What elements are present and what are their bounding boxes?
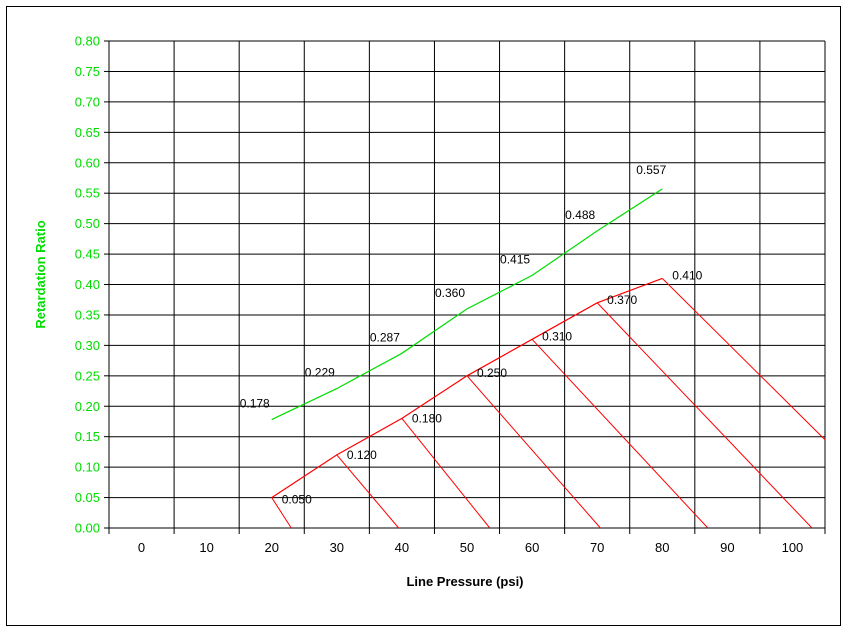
y-axis-title: Retardation Ratio [33, 220, 48, 328]
y-tick-label: 0.70 [75, 94, 100, 109]
hatch-lines [271, 278, 826, 529]
hatch-line [466, 375, 601, 529]
series [271, 188, 663, 499]
hatch-line [336, 454, 400, 529]
hatch-line [596, 302, 813, 529]
red-data-label: 0.250 [477, 366, 507, 380]
x-tick-label: 0 [138, 540, 145, 555]
x-tick-label: 30 [330, 540, 344, 555]
green-data-label: 0.287 [370, 330, 400, 344]
x-tick-label: 20 [264, 540, 278, 555]
y-tick-label: 0.65 [75, 125, 100, 140]
y-tick-label: 0.15 [75, 429, 100, 444]
x-tick-label: 10 [199, 540, 213, 555]
chart-frame: 0.178 0.229 0.287 0.360 0.415 0.488 0.557 0.050… [6, 6, 841, 626]
red-data-label: 0.410 [672, 268, 702, 282]
y-tick-label: 0.05 [75, 490, 100, 505]
x-axis-title: Line Pressure (psi) [406, 574, 523, 589]
x-tick-label: 60 [525, 540, 539, 555]
hatch-line [401, 418, 491, 529]
y-tick-label: 0.20 [75, 399, 100, 414]
hatch-line [271, 497, 292, 529]
green-data-label: 0.229 [305, 366, 335, 380]
green-data-label: 0.557 [636, 163, 666, 177]
data-labels: 0.178 0.229 0.287 0.360 0.415 0.488 0.557 0.050… [240, 163, 703, 507]
tick-labels: 0.00 0.05 0.10 0.15 0.20 0.25 0.30 0.35 0.40 0.45… [75, 34, 804, 556]
green-data-label: 0.488 [565, 208, 595, 222]
green-data-label: 0.415 [500, 252, 530, 266]
grid [108, 40, 826, 529]
x-tick-label: 90 [720, 540, 734, 555]
y-tick-label: 0.80 [75, 34, 100, 49]
red-series-line [271, 277, 663, 499]
red-data-label: 0.310 [542, 329, 572, 343]
x-tick-label: 70 [590, 540, 604, 555]
y-tick-label: 0.55 [75, 186, 100, 201]
hatch-line [531, 338, 709, 529]
y-tick-label: 0.10 [75, 460, 100, 475]
x-tick-label: 40 [395, 540, 409, 555]
retardation-ratio-chart: 0.1780.2290.2870.3600.4150.4880.5570.050… [33, 34, 826, 589]
hatch-line [661, 278, 826, 441]
green-data-label: 0.360 [435, 286, 465, 300]
x-tick-label: 100 [782, 540, 804, 555]
red-data-label: 0.180 [412, 411, 442, 425]
y-tick-label: 0.75 [75, 64, 100, 79]
y-tick-label: 0.30 [75, 338, 100, 353]
y-tick-label: 0.60 [75, 155, 100, 170]
y-tick-label: 0.40 [75, 277, 100, 292]
green-series-line [271, 188, 663, 421]
y-tick-label: 0.45 [75, 247, 100, 262]
x-tick-label: 50 [460, 540, 474, 555]
red-data-label: 0.120 [347, 448, 377, 462]
red-data-label: 0.370 [607, 293, 637, 307]
x-tick-label: 80 [655, 540, 669, 555]
green-data-label: 0.178 [240, 397, 270, 411]
y-tick-label: 0.35 [75, 307, 100, 322]
y-tick-label: 0.25 [75, 368, 100, 383]
axes [104, 40, 826, 534]
y-tick-label: 0.00 [75, 521, 100, 536]
y-tick-label: 0.50 [75, 216, 100, 231]
red-data-label: 0.050 [282, 493, 312, 507]
